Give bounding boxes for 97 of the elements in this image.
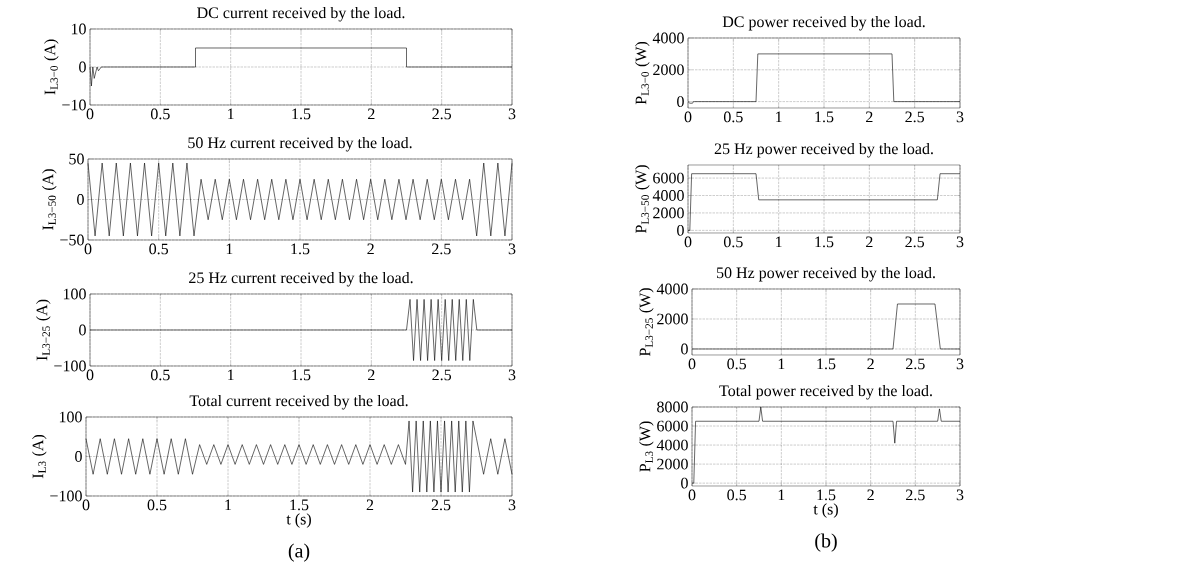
x-tick-label: 2 (866, 236, 873, 248)
y-tick-label: 4000 (652, 190, 684, 201)
y-axis-title: I$_{L3−50}$ (A) (42, 169, 57, 230)
chart-title: 50 Hz current received by the load. (188, 136, 412, 152)
y-tick-label: 50 (69, 153, 84, 165)
y-tick-label: 100 (59, 411, 82, 423)
y-axis-title: I$_{L3}$ (A) (32, 434, 47, 479)
x-tick-label: 2.5 (905, 111, 925, 123)
x-tick-label: 2.5 (905, 236, 925, 248)
x-tick-label: 0.5 (149, 243, 169, 255)
x-tick-label: 2 (867, 358, 874, 370)
x-axis-title: t (s) (813, 503, 838, 518)
x-tick-label: 1 (776, 236, 782, 248)
y-tick-label: 2000 (657, 313, 688, 325)
y-axis-title: P$_{L3−50}$ (W) (635, 165, 650, 234)
x-tick-label: 1.5 (817, 489, 836, 501)
x-tick-label: 3 (956, 489, 964, 501)
line-series (85, 420, 513, 493)
y-tick-label: 100 (63, 288, 86, 300)
y-tick-label: 6000 (653, 172, 684, 184)
y-tick-label: 0 (79, 324, 86, 336)
x-tick-label: 1.5 (815, 111, 834, 123)
x-tick-label: 3 (508, 108, 516, 120)
y-tick-label: 10 (71, 23, 86, 35)
y-tick-label: −50 (60, 234, 84, 246)
x-tick-label: 2 (367, 243, 374, 255)
x-tick-label: 1 (225, 499, 232, 511)
x-tick-label: 0.5 (150, 369, 170, 381)
x-tick-label: 0.5 (727, 489, 747, 501)
x-tick-label: 0.5 (147, 499, 167, 511)
line-series (87, 162, 513, 237)
x-tick-label: 1.5 (815, 236, 834, 248)
x-tick-label: 2.5 (431, 499, 451, 511)
y-tick-label: −100 (50, 490, 82, 502)
x-tick-label: 1.5 (291, 243, 310, 255)
x-tick-label: 1 (228, 369, 234, 381)
x-tick-label: 2.5 (432, 369, 452, 381)
y-axis-title: I$_{L3−25}$ (A) (36, 299, 51, 361)
x-tick-label: 3 (956, 236, 964, 248)
chart-title: 50 Hz power received by the load. (716, 266, 935, 282)
y-tick-label: 2000 (653, 64, 684, 76)
x-tick-label: 3 (508, 369, 516, 381)
y-axis-title: P$_{L3−25}$ (W) (639, 288, 654, 357)
x-tick-label: 1 (228, 108, 234, 120)
y-tick-label: 2000 (657, 458, 688, 470)
y-tick-label: 0 (681, 343, 688, 355)
x-tick-label: 2.5 (432, 243, 451, 255)
x-tick-label: 1.5 (292, 369, 311, 381)
y-tick-label: −100 (54, 360, 86, 372)
x-tick-label: 2 (867, 489, 874, 501)
x-tick-label: 1.5 (817, 358, 836, 370)
y-tick-label: 0 (677, 96, 684, 108)
x-tick-label: 2 (368, 108, 375, 120)
text: (b) (815, 533, 837, 552)
chart-title: Total current received by the load. (189, 394, 408, 410)
x-tick-label: 1 (778, 358, 785, 370)
x-tick-label: 1 (776, 111, 782, 123)
x-tick-label: 2.5 (432, 108, 452, 120)
x-tick-label: 2 (866, 111, 873, 123)
y-tick-label: 0 (681, 477, 688, 489)
x-tick-label: 2 (368, 369, 375, 381)
y-tick-label: 0 (77, 194, 84, 205)
y-tick-label: 0 (677, 224, 684, 236)
x-tick-label: 0.5 (727, 358, 747, 370)
y-tick-label: 4000 (656, 283, 688, 295)
y-axis-title: I$_{L3−0}$ (A) (44, 39, 59, 95)
x-tick-label: 0.5 (723, 111, 743, 123)
y-tick-label: 0 (79, 61, 86, 73)
chart-title: 25 Hz power received by the load. (714, 142, 933, 158)
y-tick-label: 0 (75, 451, 82, 462)
y-axis-title: P$_{L3}$ (W) (639, 421, 654, 472)
x-tick-label: 1.5 (290, 499, 309, 511)
x-tick-label: 1 (778, 489, 785, 501)
y-tick-label: −10 (62, 99, 86, 111)
x-tick-label: 0.5 (723, 236, 743, 248)
x-tick-label: 1.5 (292, 108, 311, 120)
chart-title: DC power received by the load. (722, 15, 925, 31)
chart-title: Total power received by the load. (719, 384, 932, 400)
y-tick-label: 6000 (657, 420, 688, 432)
chart-title: DC current received by the load. (197, 6, 405, 22)
x-tick-label: 0.5 (150, 108, 170, 120)
x-tick-label: 1 (226, 243, 233, 255)
y-tick-label: 4000 (652, 32, 684, 44)
x-tick-label: 3 (508, 499, 516, 511)
x-tick-label: 2.5 (906, 489, 925, 501)
x-tick-label: 3 (956, 111, 964, 123)
y-tick-label: 8000 (657, 401, 688, 413)
x-tick-label: 2 (366, 499, 374, 511)
x-tick-label: 3 (956, 358, 964, 370)
x-axis-title: t (s) (286, 513, 311, 528)
x-tick-label: 2.5 (906, 358, 925, 370)
x-tick-label: 3 (508, 243, 516, 255)
chart-title: 25 Hz current received by the load. (189, 271, 413, 287)
y-tick-label: 2000 (653, 207, 684, 219)
text: (a) (288, 543, 310, 562)
y-tick-label: 4000 (656, 439, 688, 451)
y-axis-title: P$_{L3−0}$ (W) (635, 41, 650, 105)
